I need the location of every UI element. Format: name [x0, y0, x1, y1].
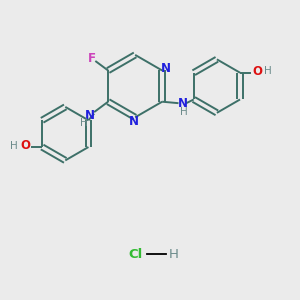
Text: O: O	[252, 65, 262, 78]
Text: H: H	[80, 118, 88, 128]
Text: N: N	[85, 109, 95, 122]
Text: N: N	[161, 61, 171, 75]
Text: H: H	[10, 140, 17, 151]
Text: F: F	[88, 52, 96, 65]
Text: H: H	[169, 248, 179, 260]
Text: N: N	[129, 115, 139, 128]
Text: H: H	[180, 107, 188, 117]
Text: O: O	[20, 139, 30, 152]
Text: Cl: Cl	[129, 248, 143, 260]
Text: H: H	[263, 66, 271, 76]
Text: N: N	[177, 97, 188, 110]
